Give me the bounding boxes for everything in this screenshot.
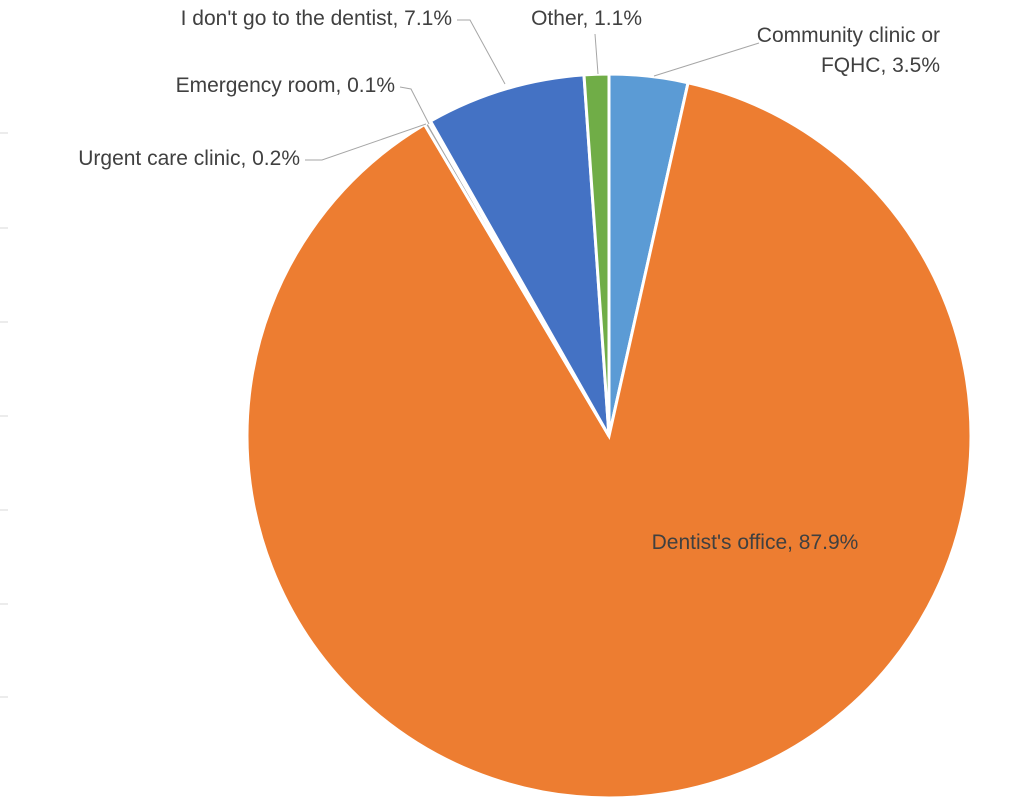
leader-line-urgent-care-clinic	[305, 123, 427, 161]
data-labels: Community clinic or FQHC, 3.5% Dentist's o…	[78, 7, 940, 554]
data-label-other: Other, 1.1%	[531, 7, 642, 30]
leader-lines	[305, 19, 760, 161]
data-label-emergency-room: Emergency room, 0.1%	[176, 74, 395, 97]
left-axis-ticks	[0, 132, 8, 698]
leader-line-emergency-room	[399, 86, 430, 125]
leader-line-community-clinic-or-fqhc	[653, 42, 760, 77]
data-label-i-don-t-go-to-the-dentist: I don't go to the dentist, 7.1%	[181, 7, 452, 30]
data-label-dentist-s-office: Dentist's office, 87.9%	[652, 531, 859, 554]
pie-slice-other	[582, 72, 611, 437]
pie-slices	[245, 72, 973, 800]
leader-line-other	[594, 33, 599, 75]
data-label-urgent-care-clinic: Urgent care clinic, 0.2%	[78, 147, 300, 170]
pie-slice-dentist-s-office	[245, 80, 973, 800]
pie-slice-i-don-t-go-to-the-dentist	[428, 73, 611, 437]
leader-line-i-don-t-go-to-the-dentist	[457, 19, 506, 85]
data-label-community-clinic-or-fqhc: Community clinic or FQHC, 3.5%	[757, 24, 940, 77]
